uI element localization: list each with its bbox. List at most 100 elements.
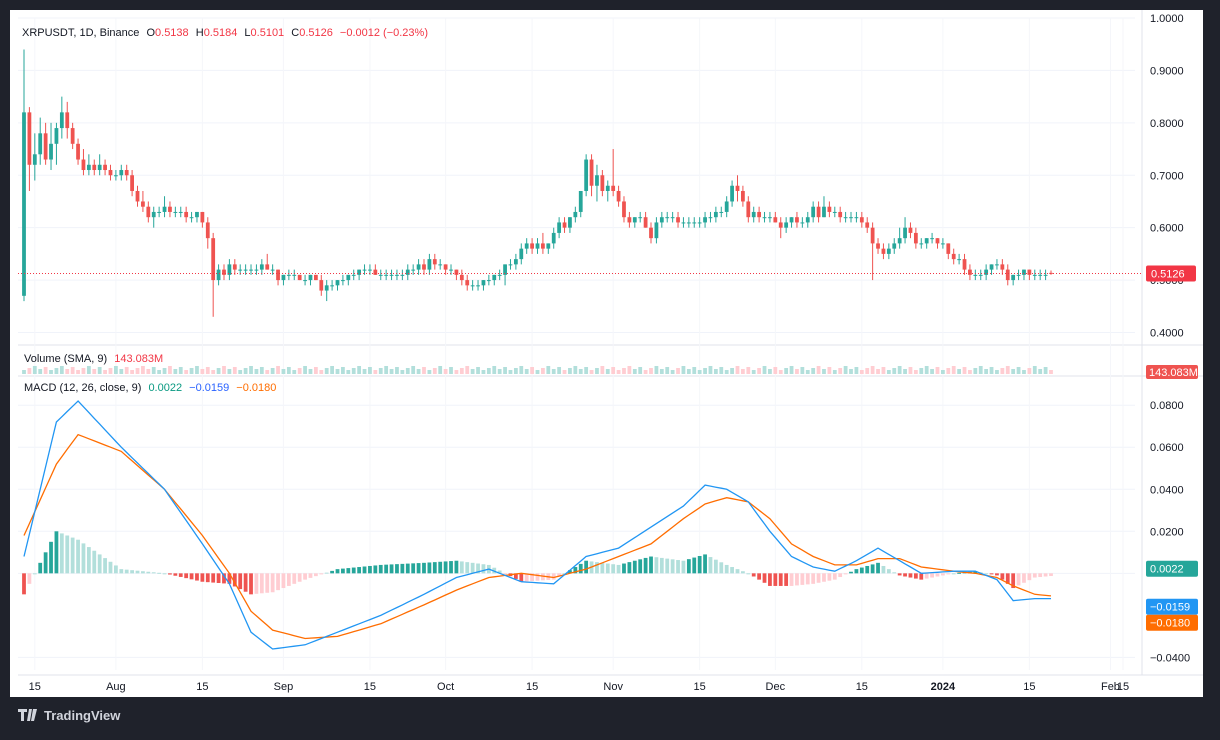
volume-bar xyxy=(70,367,75,374)
volume-bar xyxy=(1027,368,1032,374)
macd-histogram-bar xyxy=(984,573,989,575)
macd-histogram-bar xyxy=(335,569,340,574)
macd-histogram-bar xyxy=(38,562,43,574)
macd-histogram-bar xyxy=(243,573,248,592)
macd-histogram-bar xyxy=(832,573,837,580)
time-axis-tick-label: 15 xyxy=(856,681,868,693)
volume-bar xyxy=(259,367,264,374)
macd-histogram-bar xyxy=(168,573,172,575)
candle-body xyxy=(335,280,340,286)
volume-bar xyxy=(881,367,886,374)
volume-bar xyxy=(389,369,394,374)
volume-bar xyxy=(795,369,799,374)
chart-frame[interactable]: 0.40000.50000.60000.70000.80000.90001.00… xyxy=(10,10,1203,697)
volume-bar xyxy=(486,368,491,374)
volume-bar xyxy=(216,368,221,374)
macd-histogram-bar xyxy=(519,573,524,582)
macd-histogram-bar xyxy=(297,573,302,582)
candle-body xyxy=(935,238,940,244)
macd-histogram-bar xyxy=(454,560,459,574)
volume-bar xyxy=(524,369,529,374)
candle-body xyxy=(92,164,97,171)
macd-histogram-bar xyxy=(913,573,918,579)
macd-histogram-bar xyxy=(276,573,280,591)
macd-histogram-bar xyxy=(103,558,107,574)
macd-hist-badge xyxy=(1146,560,1198,577)
volume-bar xyxy=(941,370,945,374)
candle-body xyxy=(205,222,210,239)
volume-bar xyxy=(513,368,518,374)
macd-histogram-bar xyxy=(935,573,940,577)
macd-histogram-bar xyxy=(108,561,113,574)
macd-histogram-bar xyxy=(286,573,291,586)
volume-bar xyxy=(465,366,470,374)
macd-histogram-bar xyxy=(249,573,253,595)
brand-name[interactable]: TradingView xyxy=(44,707,121,723)
candle-body xyxy=(508,264,513,266)
volume-bar xyxy=(822,369,826,374)
candle-body xyxy=(22,112,26,296)
chart-canvas[interactable]: 0.40000.50000.60000.70000.80000.90001.00… xyxy=(10,10,1203,697)
macd-label[interactable]: MACD (12, 26, close, 9) xyxy=(24,382,142,394)
volume-bar xyxy=(600,366,605,374)
volume-bar xyxy=(865,368,870,374)
macd-histogram-bar xyxy=(665,558,670,574)
tradingview-logo-icon[interactable] xyxy=(18,709,40,721)
candle-body xyxy=(627,217,632,223)
macd-line-badge xyxy=(1146,598,1198,615)
symbol-label[interactable]: XRPUSDT, 1D, Binance xyxy=(22,27,140,39)
macd-histogram-bar xyxy=(919,573,924,580)
macd-histogram-bar xyxy=(232,573,237,587)
volume-bar xyxy=(86,366,91,374)
volume-bar xyxy=(292,370,297,374)
volume-bar xyxy=(92,369,97,374)
candle-body xyxy=(200,211,205,223)
candle-body xyxy=(757,211,762,218)
candle-body xyxy=(784,222,789,228)
macd-histogram-bar xyxy=(616,564,621,574)
macd-histogram-bar xyxy=(81,543,86,574)
macd-histogram-bar xyxy=(692,557,697,574)
volume-bar xyxy=(697,370,702,374)
macd-histogram-bar xyxy=(843,573,848,575)
volume-bar xyxy=(622,368,626,374)
macd-histogram-bar xyxy=(1032,573,1037,578)
candle-body xyxy=(124,170,129,176)
macd-histogram-bar xyxy=(497,570,502,574)
candle-body xyxy=(773,217,778,223)
candle-body xyxy=(941,243,945,245)
volume-bar xyxy=(335,369,340,374)
candle-body xyxy=(1038,274,1043,276)
candle-body xyxy=(735,185,740,191)
macd-histogram-bar xyxy=(70,537,75,574)
macd-histogram-bar xyxy=(881,565,886,574)
macd-histogram-bar xyxy=(411,563,416,574)
macd-histogram-bar xyxy=(513,573,518,579)
candle-body xyxy=(632,217,637,223)
candle-body xyxy=(405,269,410,275)
volume-bar xyxy=(211,370,216,374)
volume-bar xyxy=(1011,369,1016,374)
candle-body xyxy=(562,222,567,228)
macd-histogram-bar xyxy=(178,573,183,577)
volume-label[interactable]: Volume (SMA, 9) xyxy=(24,353,108,365)
candle-body xyxy=(616,190,621,202)
macd-axis-tick-label: 0.0600 xyxy=(1150,442,1184,454)
volume-bar xyxy=(778,370,783,374)
macd-histogram-bar xyxy=(865,565,870,574)
candle-body xyxy=(584,159,589,191)
macd-histogram-bar xyxy=(1038,573,1043,578)
volume-bar xyxy=(762,366,767,374)
volume-bar xyxy=(319,370,324,374)
macd-histogram-bar xyxy=(1043,573,1048,577)
volume-bar xyxy=(805,370,810,374)
macd-histogram-bar xyxy=(800,573,805,585)
volume-bar xyxy=(1043,367,1048,374)
candle-body xyxy=(1011,274,1016,281)
volume-bar xyxy=(957,369,962,374)
volume-bar xyxy=(497,369,502,374)
candle-body xyxy=(281,274,286,281)
candle-body xyxy=(465,280,470,286)
candle-body xyxy=(611,185,616,191)
candle-body xyxy=(346,274,351,281)
